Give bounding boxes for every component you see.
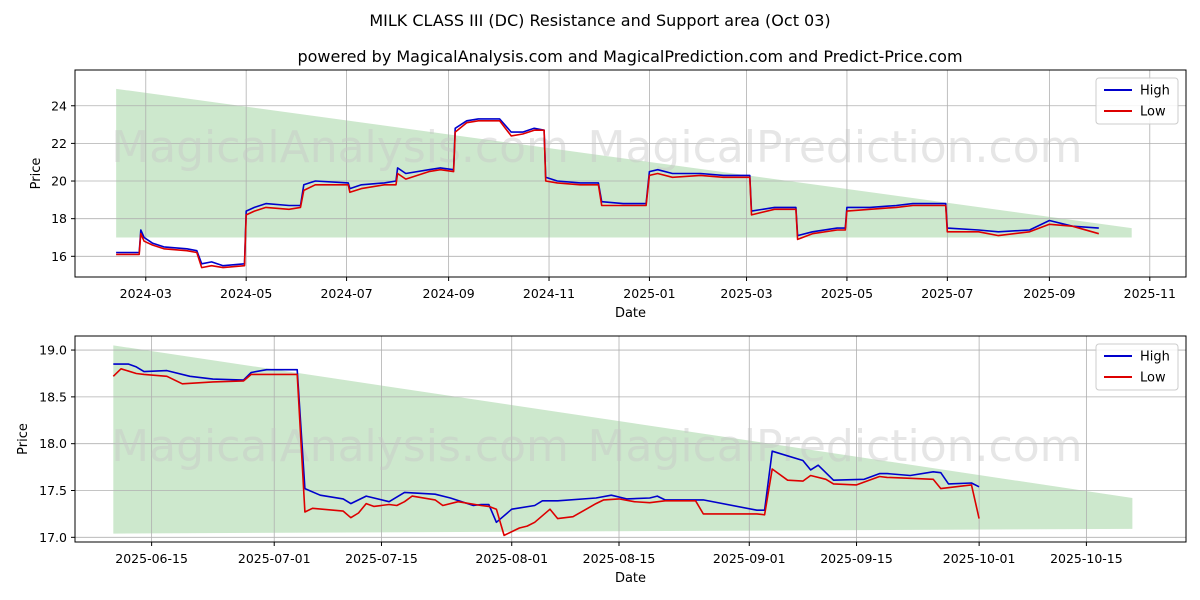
x-tick-label: 2025-09-15 (820, 551, 893, 566)
x-tick-label: 2024-09 (423, 286, 475, 301)
y-tick-label: 20 (51, 174, 67, 189)
x-tick-label: 2025-07-01 (238, 551, 311, 566)
x-tick-label: 2025-09-01 (713, 551, 786, 566)
x-tick-label: 2025-10-15 (1050, 551, 1123, 566)
series-line-low (112, 368, 980, 537)
support-resistance-band (116, 88, 1132, 238)
series-line-high (113, 363, 980, 524)
y-tick-label: 18 (51, 211, 67, 226)
y-tick-label: 17.5 (39, 483, 67, 498)
watermark-text: MagicalAnalysis.com (111, 421, 569, 472)
y-tick-label: 19.0 (39, 343, 67, 358)
watermark-text: MagicalAnalysis.com (111, 122, 569, 173)
plot-frame (74, 69, 1187, 278)
plot-frame (74, 335, 1187, 543)
y-axis-label: Price (29, 158, 44, 190)
y-axis-label: Price (16, 423, 31, 455)
x-tick-label: 2024-03 (120, 286, 172, 301)
y-tick-label: 24 (51, 98, 67, 113)
watermark-text: MagicalPrediction.com (588, 421, 1083, 472)
x-tick-label: 2025-07 (921, 286, 973, 301)
x-tick-label: 2025-05 (821, 286, 873, 301)
legend-label-low: Low (1140, 105, 1166, 120)
bottom-chart: MagicalAnalysis.com MagicalPrediction.com… (16, 335, 1187, 586)
support-resistance-band (113, 345, 1133, 534)
x-tick-label: 2025-06-15 (115, 551, 188, 566)
y-tick-label: 22 (51, 136, 67, 151)
legend-label-low: Low (1140, 371, 1166, 386)
x-tick-label: 2025-10-01 (943, 551, 1016, 566)
x-axis-label: Date (615, 306, 646, 321)
y-tick-label: 18.5 (39, 389, 67, 404)
x-axis-label: Date (615, 571, 646, 586)
x-tick-label: 2025-08-01 (475, 551, 548, 566)
x-tick-label: 2025-07-15 (345, 551, 418, 566)
chart-title: MILK CLASS III (DC) Resistance and Suppo… (369, 11, 830, 30)
series-line-low (116, 120, 1100, 269)
x-tick-label: 2025-08-15 (583, 551, 656, 566)
y-tick-label: 16 (51, 249, 67, 264)
legend-label-high: High (1140, 350, 1170, 365)
top-chart: MagicalAnalysis.com MagicalPrediction.com… (29, 69, 1187, 321)
x-tick-label: 2024-11 (523, 286, 575, 301)
y-tick-label: 18.0 (39, 436, 67, 451)
x-tick-label: 2025-11 (1124, 286, 1176, 301)
y-tick-label: 17.0 (39, 530, 67, 545)
x-tick-label: 2024-05 (220, 286, 272, 301)
x-tick-label: 2024-07 (320, 286, 372, 301)
x-tick-label: 2025-01 (623, 286, 675, 301)
chart-subtitle: powered by MagicalAnalysis.com and Magic… (297, 47, 962, 66)
x-tick-label: 2025-09 (1023, 286, 1075, 301)
legend-label-high: High (1140, 84, 1170, 99)
watermark-text: MagicalPrediction.com (588, 122, 1083, 173)
x-tick-label: 2025-03 (720, 286, 772, 301)
